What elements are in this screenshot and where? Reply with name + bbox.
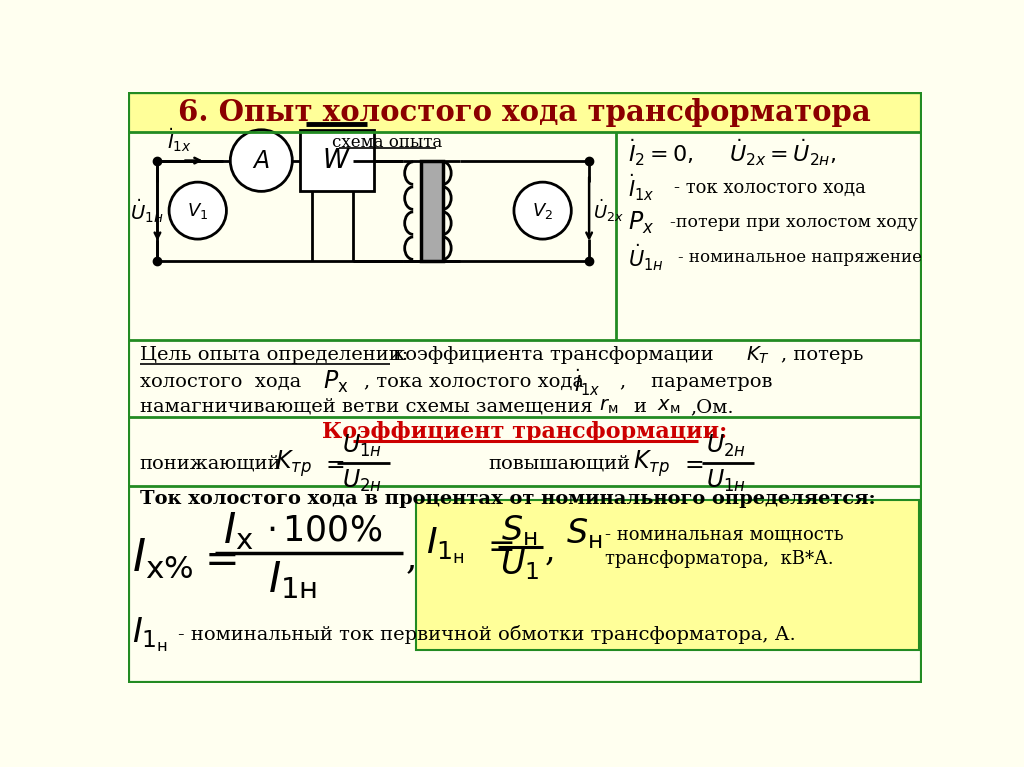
Text: $I_{1\mathrm{н}}$: $I_{1\mathrm{н}}$ bbox=[267, 559, 316, 601]
Text: $P_{x}$: $P_{x}$ bbox=[628, 210, 654, 236]
Text: намагничивающей ветви схемы замещения: намагничивающей ветви схемы замещения bbox=[139, 398, 592, 416]
Bar bbox=[300, 130, 374, 192]
Bar bbox=[421, 160, 442, 261]
Text: ,    параметров: , параметров bbox=[621, 374, 773, 391]
Text: коэффициента трансформации: коэффициента трансформации bbox=[393, 347, 714, 364]
Text: $V_1$: $V_1$ bbox=[187, 201, 208, 221]
Text: Цель опыта определении:: Цель опыта определении: bbox=[139, 347, 408, 364]
Text: -потери при холостом ходу: -потери при холостом ходу bbox=[671, 215, 919, 232]
Text: $A$: $A$ bbox=[252, 149, 270, 173]
Text: $\dot{I}_{1x}$: $\dot{I}_{1x}$ bbox=[628, 173, 654, 203]
Text: повышающий: повышающий bbox=[488, 454, 631, 472]
Text: $V_2$: $V_2$ bbox=[532, 201, 553, 221]
Text: $\dot{I}_2 = 0,$: $\dot{I}_2 = 0,$ bbox=[628, 137, 693, 168]
Text: схема опыта: схема опыта bbox=[333, 133, 442, 150]
Text: $=$: $=$ bbox=[322, 452, 345, 475]
Text: - ток холостого хода: - ток холостого хода bbox=[675, 179, 866, 197]
Text: понижающий: понижающий bbox=[139, 454, 282, 472]
Text: $S_\mathrm{н}$: $S_\mathrm{н}$ bbox=[566, 517, 602, 551]
Text: 6. Опыт холостого хода трансформатора: 6. Опыт холостого хода трансформатора bbox=[178, 97, 871, 127]
Text: $I_{1_\mathrm{н}}$: $I_{1_\mathrm{н}}$ bbox=[426, 525, 465, 566]
Text: $\dot{U}_{2x} = \dot{U}_{2н},$: $\dot{U}_{2x} = \dot{U}_{2н},$ bbox=[729, 137, 837, 168]
Circle shape bbox=[514, 182, 571, 239]
Text: - номинальный ток первичной обмотки трансформатора, А.: - номинальный ток первичной обмотки тран… bbox=[178, 625, 796, 644]
Text: $I_{\mathrm{x}\%}$: $I_{\mathrm{x}\%}$ bbox=[132, 536, 194, 580]
Text: $\cdot\,100\%$: $\cdot\,100\%$ bbox=[266, 514, 382, 548]
Text: $=$: $=$ bbox=[680, 452, 705, 475]
Circle shape bbox=[169, 182, 226, 239]
Text: $U_{2н}$: $U_{2н}$ bbox=[342, 468, 382, 494]
Circle shape bbox=[230, 130, 292, 192]
Text: $P_\mathrm{x}$: $P_\mathrm{x}$ bbox=[324, 369, 349, 396]
Text: $U_{1н}$: $U_{1н}$ bbox=[707, 468, 746, 494]
Text: $I_\mathrm{x}$: $I_\mathrm{x}$ bbox=[222, 510, 253, 552]
Text: $=$: $=$ bbox=[197, 537, 237, 579]
Text: $K_T$: $K_T$ bbox=[746, 344, 770, 366]
Text: $U_1$: $U_1$ bbox=[500, 548, 539, 582]
Text: трансформатора,  кВ*А.: трансформатора, кВ*А. bbox=[604, 551, 834, 568]
Text: $\dot{U}_{1н}$: $\dot{U}_{1н}$ bbox=[628, 242, 664, 273]
Text: $\dot{U}_{1н}$: $\dot{U}_{1н}$ bbox=[130, 196, 163, 225]
Text: $W$: $W$ bbox=[323, 148, 351, 173]
Text: $\dot{I}_{1x}$: $\dot{I}_{1x}$ bbox=[167, 126, 191, 153]
Bar bbox=[128, 92, 922, 132]
Text: Ток холостого хода в процентах от номинального определяется:: Ток холостого хода в процентах от номина… bbox=[139, 490, 876, 509]
Text: $\dot{I}_{1x}$: $\dot{I}_{1x}$ bbox=[573, 367, 600, 397]
Text: $K_{тр}$: $K_{тр}$ bbox=[633, 448, 670, 479]
Text: $x_\mathrm{м}$: $x_\mathrm{м}$ bbox=[656, 398, 680, 416]
Text: $U_{2н}$: $U_{2н}$ bbox=[707, 433, 746, 459]
Text: $S_\mathrm{н}$: $S_\mathrm{н}$ bbox=[501, 513, 538, 548]
Text: - номинальная мощность: - номинальная мощность bbox=[604, 525, 843, 543]
Text: ,: , bbox=[545, 535, 555, 568]
Text: - номинальное напряжение: - номинальное напряжение bbox=[678, 249, 923, 266]
Text: $U_{1н}$: $U_{1н}$ bbox=[342, 433, 382, 459]
Text: $\dot{U}_{2x}$: $\dot{U}_{2x}$ bbox=[593, 197, 624, 224]
Text: ,: , bbox=[406, 541, 417, 575]
Text: холостого  хода: холостого хода bbox=[139, 374, 301, 391]
Text: $=$: $=$ bbox=[480, 529, 513, 561]
Text: , тока холостого хода: , тока холостого хода bbox=[365, 374, 585, 391]
Bar bbox=[417, 500, 919, 650]
Text: , потерь: , потерь bbox=[780, 347, 863, 364]
Text: $K_{тр}$: $K_{тр}$ bbox=[275, 448, 312, 479]
Text: Коэффициент трансформации:: Коэффициент трансформации: bbox=[323, 421, 727, 443]
Text: $I_{1_\mathrm{н}}$: $I_{1_\mathrm{н}}$ bbox=[132, 616, 168, 654]
Text: ,Ом.: ,Ом. bbox=[690, 398, 734, 416]
Text: $r_\mathrm{м}$: $r_\mathrm{м}$ bbox=[599, 398, 618, 416]
Text: и: и bbox=[633, 398, 646, 416]
